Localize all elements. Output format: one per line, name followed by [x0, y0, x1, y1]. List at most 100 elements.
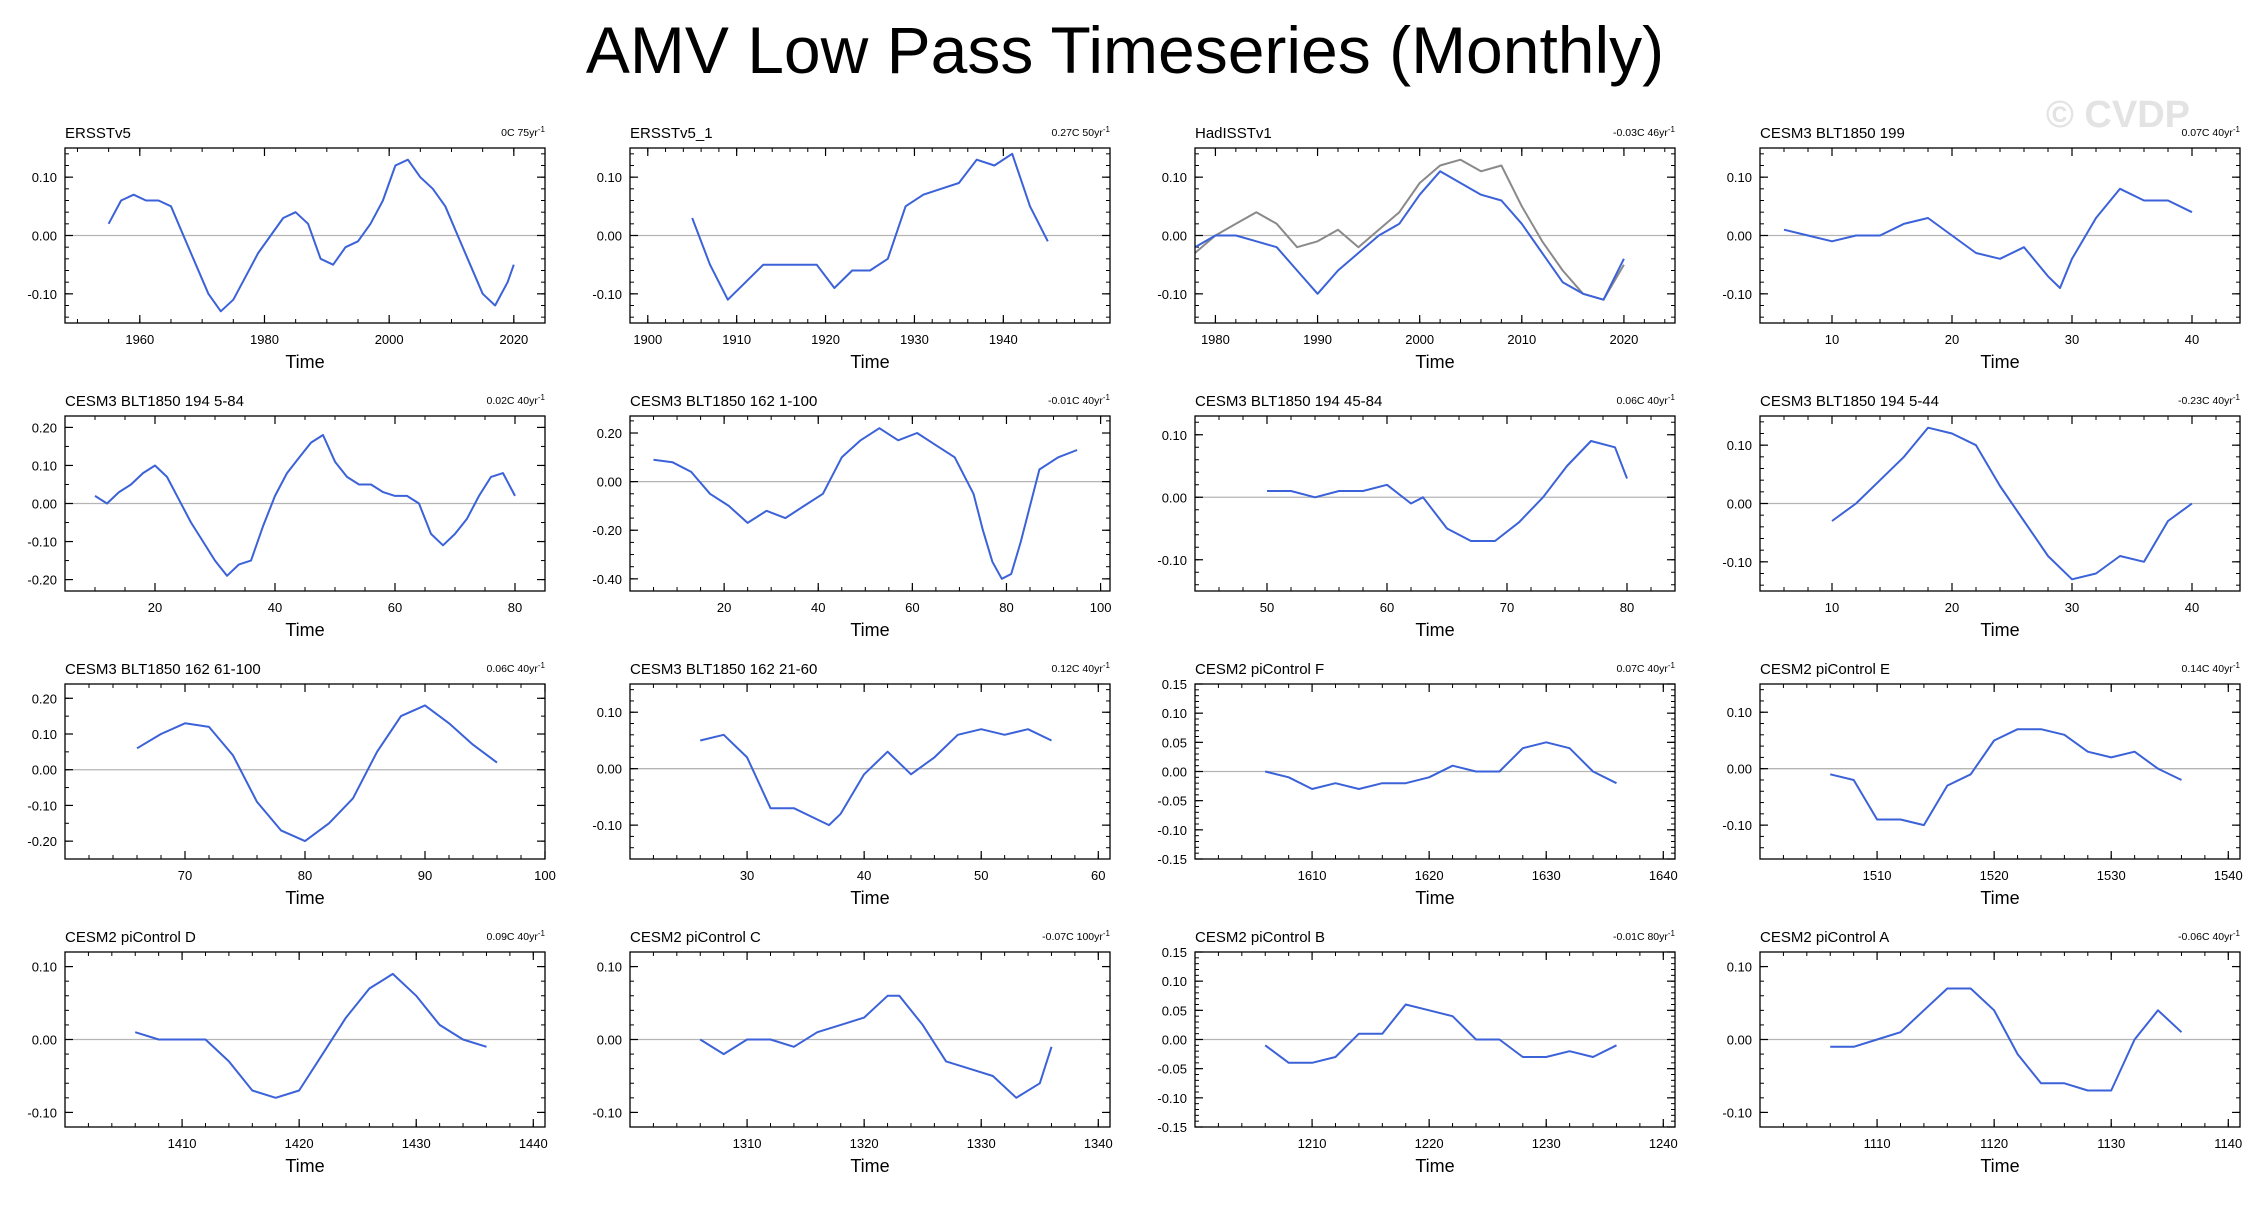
y-tick-label: 0.00 — [1727, 229, 1752, 244]
y-tick-label: 0.10 — [1162, 706, 1187, 721]
cvdp-watermark: © CVDP — [2045, 94, 2190, 136]
x-tick-label: 1620 — [1415, 868, 1444, 883]
x-tick-label: 80 — [508, 600, 522, 615]
x-tick-label: 1120 — [1980, 1136, 2008, 1151]
y-tick-label: 0.15 — [1162, 677, 1187, 692]
x-tick-label: 1990 — [1303, 332, 1332, 347]
y-tick-label: 0.10 — [32, 170, 57, 185]
x-axis-label: Time — [1415, 352, 1454, 372]
plot-frame — [64, 683, 546, 860]
trend-label: 0.06C 40yr-1 — [1617, 393, 1676, 407]
y-tick-label: -0.20 — [27, 834, 57, 849]
x-tick-label: 40 — [268, 600, 282, 615]
trend-label: 0.09C 40yr-1 — [487, 929, 546, 943]
panel-cesm3-blt1850-162-21-60: CESM3 BLT1850 162 21-60 0.12C 40yr-1 -0.10… — [592, 661, 1111, 908]
panel-cesm2-picontrol-d: CESM2 piControl D 0.09C 40yr-1 -0.10 0.00 0.… — [27, 929, 547, 1176]
x-axis-label: Time — [285, 620, 324, 640]
x-tick-label: 20 — [1945, 600, 1959, 615]
y-tick-label: 0.00 — [1162, 229, 1187, 244]
y-tick-label: 0.00 — [597, 762, 622, 777]
panel-title: CESM3 BLT1850 194 5-44 — [1760, 393, 1939, 410]
y-tick-label: 0.00 — [32, 229, 57, 244]
plot-frame — [1759, 147, 2241, 324]
y-tick-label: 0.00 — [32, 1033, 57, 1048]
panel-title: CESM3 BLT1850 162 61-100 — [65, 661, 261, 678]
plot-frame — [629, 415, 1111, 592]
panel-title: CESM3 BLT1850 162 1-100 — [630, 393, 817, 410]
x-tick-label: 1310 — [733, 1136, 762, 1151]
series-line-cesm2-picontrol-b — [1264, 1003, 1617, 1064]
trend-label: 0.06C 40yr-1 — [487, 661, 546, 675]
panel-title: ERSSTv5_1 — [630, 125, 713, 142]
x-tick-label: 70 — [178, 868, 192, 883]
x-axis-label: Time — [285, 352, 324, 372]
y-tick-label: 0.05 — [1162, 1003, 1187, 1018]
x-tick-label: 1980 — [1201, 332, 1230, 347]
x-tick-label: 1420 — [285, 1136, 314, 1151]
x-tick-label: 2010 — [1507, 332, 1536, 347]
panel-cesm2-picontrol-c: CESM2 piControl C -0.07C 100yr-1 -0.10 0.00… — [592, 929, 1112, 1176]
y-tick-label: -0.10 — [592, 1105, 622, 1120]
x-tick-label: 1930 — [900, 332, 929, 347]
x-tick-label: 60 — [388, 600, 402, 615]
plot-frame — [64, 951, 546, 1128]
panel-title: CESM3 BLT1850 199 — [1760, 125, 1905, 142]
x-tick-label: 2020 — [1609, 332, 1638, 347]
x-tick-label: 20 — [717, 600, 731, 615]
panel-cesm3-blt1850-162-1-100: CESM3 BLT1850 162 1-100 -0.01C 40yr-1 -0.4… — [592, 393, 1111, 640]
y-tick-label: 0.10 — [1162, 170, 1187, 185]
y-tick-label: -0.10 — [1157, 287, 1187, 302]
x-tick-label: 1130 — [2097, 1136, 2125, 1151]
series-line-cesm3-blt1850-194-45-84 — [1267, 440, 1628, 542]
x-tick-label: 1210 — [1298, 1136, 1327, 1151]
panel-cesm2-picontrol-b: CESM2 piControl B -0.01C 80yr-1 -0.15 -0.10… — [1157, 929, 1677, 1176]
trend-label: -0.06C 40yr-1 — [2178, 929, 2241, 943]
x-axis-label: Time — [285, 888, 324, 908]
trend-label: -0.01C 40yr-1 — [1048, 393, 1111, 407]
trend-label: 0.12C 40yr-1 — [1052, 661, 1111, 675]
x-tick-label: 70 — [1500, 600, 1514, 615]
panel-cesm2-picontrol-f: CESM2 piControl F 0.07C 40yr-1 -0.15 -0.10 -… — [1157, 661, 1677, 908]
x-tick-label: 2020 — [499, 332, 528, 347]
y-tick-label: 0.10 — [597, 170, 622, 185]
series-line-cesm2-picontrol-d — [134, 972, 487, 1099]
x-tick-label: 1330 — [967, 1136, 996, 1151]
y-tick-label: -0.40 — [592, 572, 622, 587]
panel-ersstv5-1: ERSSTv5_1 0.27C 50yr-1 -0.10 0.00 0.10 1900 19… — [592, 125, 1111, 372]
x-tick-label: 1530 — [2097, 868, 2126, 883]
x-tick-label: 1520 — [1980, 868, 2009, 883]
y-tick-label: 0.20 — [597, 426, 622, 441]
panel-cesm3-blt1850-199: CESM3 BLT1850 199 0.07C 40yr-1 -0.10 0.00 0.… — [1722, 125, 2241, 372]
y-tick-label: -0.10 — [1157, 1091, 1187, 1106]
x-axis-label: Time — [850, 620, 889, 640]
x-tick-label: 80 — [1620, 600, 1634, 615]
trend-label: -0.23C 40yr-1 — [2178, 393, 2241, 407]
x-tick-label: 1140 — [2214, 1136, 2242, 1151]
x-axis-label: Time — [850, 1156, 889, 1176]
x-tick-label: 40 — [857, 868, 871, 883]
trend-label: 0.07C 40yr-1 — [2182, 125, 2241, 139]
x-tick-label: 1640 — [1649, 868, 1678, 883]
plot-frame — [64, 415, 546, 592]
x-tick-label: 2000 — [1405, 332, 1434, 347]
x-axis-label: Time — [1415, 888, 1454, 908]
x-tick-label: 1910 — [722, 332, 751, 347]
series-line-cesm3-blt1850-194-5-44 — [1831, 426, 2193, 581]
y-tick-label: 0.00 — [1727, 497, 1752, 512]
y-tick-label: 0.00 — [1162, 1033, 1187, 1048]
y-tick-label: 0.10 — [32, 960, 57, 975]
x-tick-label: 1980 — [250, 332, 279, 347]
x-axis-label: Time — [285, 1156, 324, 1176]
y-tick-label: 0.20 — [32, 691, 57, 706]
x-axis-label: Time — [1980, 620, 2019, 640]
panel-cesm3-blt1850-194-5-44: CESM3 BLT1850 194 5-44 -0.23C 40yr-1 -0.10… — [1722, 393, 2241, 640]
panel-title: CESM2 piControl B — [1195, 929, 1325, 946]
y-tick-label: 0.20 — [32, 420, 57, 435]
plot-frame — [1194, 951, 1676, 1128]
series-line-hadisstv1 — [1194, 170, 1625, 301]
y-tick-label: 0.10 — [597, 705, 622, 720]
y-tick-label: -0.10 — [27, 798, 57, 813]
x-tick-label: 1920 — [811, 332, 840, 347]
y-tick-label: 0.05 — [1162, 735, 1187, 750]
